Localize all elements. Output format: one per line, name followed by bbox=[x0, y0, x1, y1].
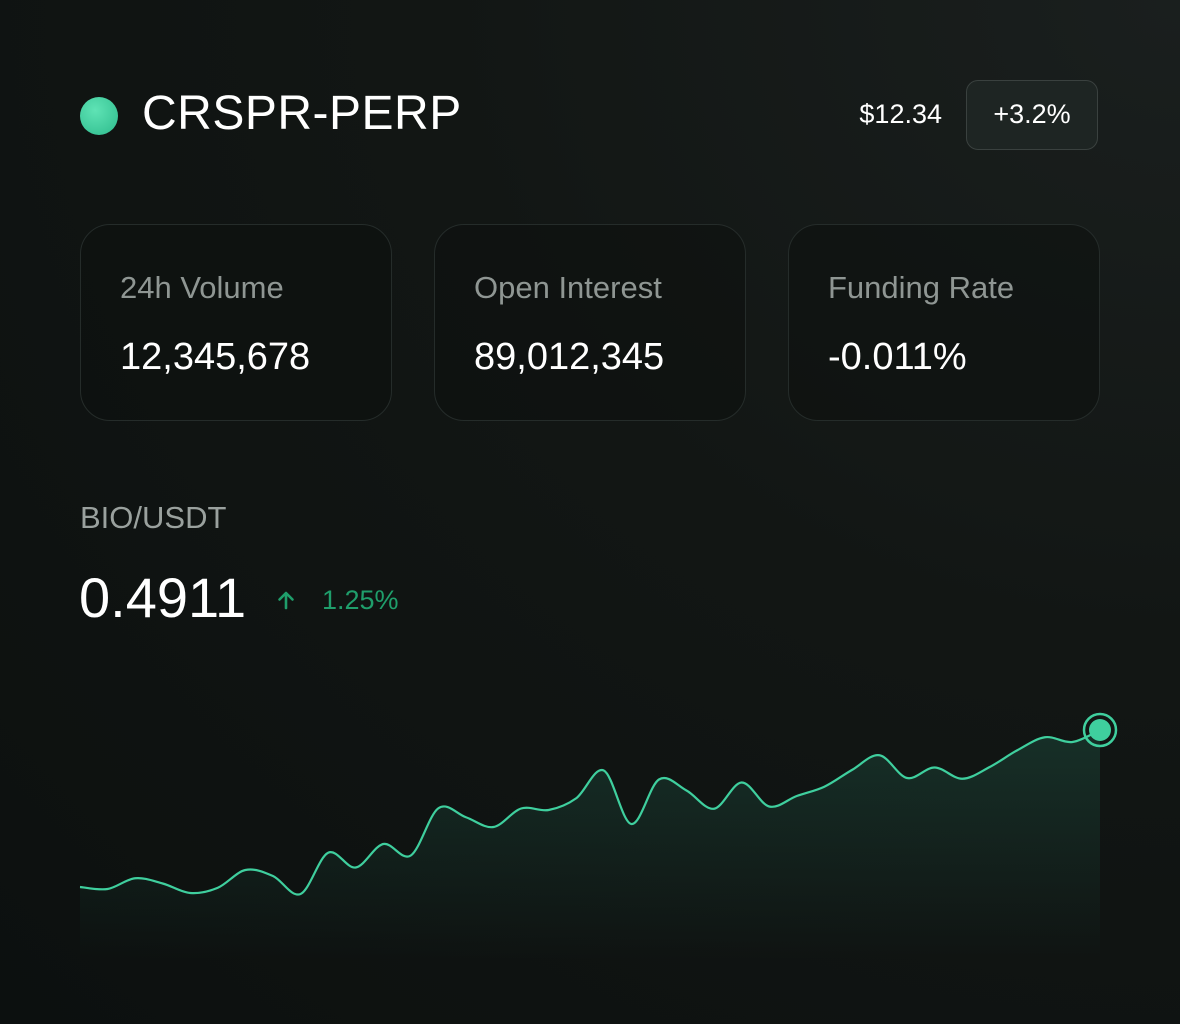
pair-price: 0.4911 bbox=[79, 566, 247, 629]
market-symbol: CRSPR-PERP bbox=[142, 87, 462, 140]
stat-label: Funding Rate bbox=[828, 270, 1015, 305]
chart-end-marker-ring bbox=[1082, 712, 1118, 748]
arrow-up-icon bbox=[278, 591, 294, 610]
stat-card-volume: 24h Volume 12,345,678 bbox=[80, 224, 392, 421]
stat-label: Open Interest bbox=[474, 270, 662, 305]
chart-area bbox=[80, 730, 1100, 960]
mark-price: $12.34 bbox=[859, 99, 942, 129]
stat-card-open-interest: Open Interest 89,012,345 bbox=[434, 224, 746, 421]
price-change-button[interactable]: +3.2% bbox=[966, 80, 1098, 150]
stat-label: 24h Volume bbox=[120, 270, 284, 305]
status-dot bbox=[80, 97, 118, 135]
stat-value: 12,345,678 bbox=[120, 336, 311, 378]
price-chart bbox=[79, 712, 1118, 960]
chart-end-marker bbox=[1089, 719, 1111, 741]
pair-change: 1.25% bbox=[322, 585, 399, 615]
chart-line bbox=[79, 728, 1101, 896]
stat-card-funding-rate: Funding Rate -0.011% bbox=[788, 224, 1100, 421]
stat-value: 89,012,345 bbox=[474, 336, 665, 378]
trading-pair: BIO/USDT bbox=[80, 500, 227, 535]
stat-value: -0.011% bbox=[828, 336, 967, 378]
